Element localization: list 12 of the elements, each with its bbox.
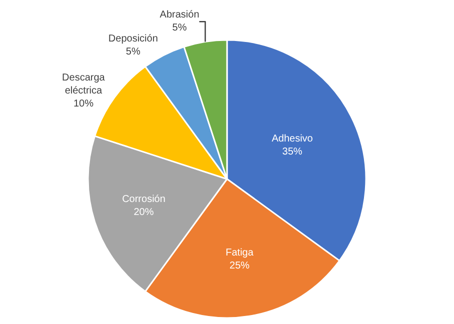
- slice-label: Descarga eléctrica: [62, 72, 106, 96]
- slice-label: Deposición: [108, 34, 158, 45]
- data-label: 10%: [73, 98, 94, 110]
- data-label: 25%: [230, 260, 250, 272]
- data-label: 20%: [134, 207, 154, 218]
- data-label: 35%: [282, 146, 302, 158]
- slice-label: Adhesivo: [272, 134, 314, 145]
- data-label: 5%: [172, 22, 187, 34]
- data-label: 5%: [126, 46, 140, 58]
- slice-label: Corrosión: [122, 194, 166, 206]
- slice-label: Abrasión: [160, 10, 200, 21]
- slice-label: Fatiga: [226, 247, 254, 258]
